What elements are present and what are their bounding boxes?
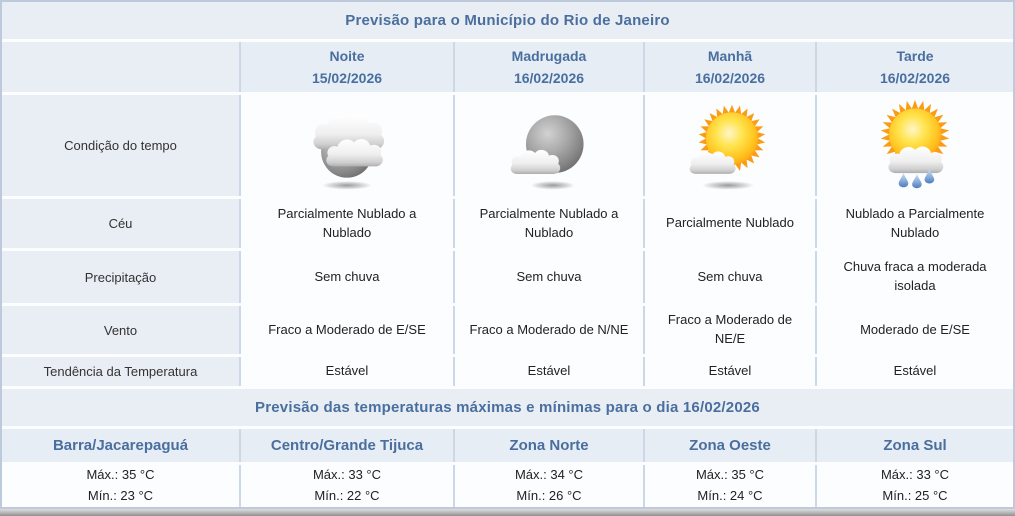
zone-header-centro-grande-tijuca: Centro/Grande Tijuca <box>239 429 453 462</box>
row-label-condition: Condição do tempo <box>2 95 239 196</box>
sky-value: Parcialmente Nublado <box>643 199 815 248</box>
min-temp: Mín.: 24 °C <box>697 488 763 503</box>
wind-row: Vento Fraco a Moderado de E/SE Fraco a M… <box>2 306 1013 354</box>
zone-header-zona-sul: Zona Sul <box>815 429 1013 462</box>
weather-cell-tarde <box>815 95 1013 196</box>
sky-value: Parcialmente Nublado a Nublado <box>453 199 643 248</box>
zone-header-row: Barra/Jacarepaguá Centro/Grande Tijuca Z… <box>2 429 1013 462</box>
period-header-manha: Manhã 16/02/2026 <box>643 42 815 92</box>
zone-temps-zona-oeste: Máx.: 35 °C Mín.: 24 °C <box>643 465 815 507</box>
period-name: Manhã <box>707 48 753 64</box>
max-temp: Máx.: 35 °C <box>695 467 765 483</box>
zone-temps-zona-norte: Máx.: 34 °C Mín.: 26 °C <box>453 465 643 507</box>
zone-header-barra-jacarepagua: Barra/Jacarepaguá <box>2 429 239 462</box>
period-header-row: Noite 15/02/2026 Madrugada 16/02/2026 Ma… <box>2 42 1013 92</box>
max-temp: Máx.: 35 °C <box>86 467 155 483</box>
row-label-precipitation: Precipitação <box>2 251 239 303</box>
forecast-title-row: Previsão para o Município do Rio de Jane… <box>2 2 1013 39</box>
wind-value: Moderado de E/SE <box>815 306 1013 354</box>
moon-cloud-icon <box>510 114 584 190</box>
wind-value: Fraco a Moderado de NE/E <box>643 306 815 354</box>
zone-temps-row: Máx.: 35 °C Mín.: 23 °C Máx.: 33 °C Mín.… <box>2 465 1013 507</box>
zone-header-zona-oeste: Zona Oeste <box>643 429 815 462</box>
period-date: 16/02/2026 <box>879 69 951 86</box>
min-temp: Mín.: 23 °C <box>87 488 154 503</box>
forecast-title: Previsão para o Município do Rio de Jane… <box>2 2 1013 39</box>
max-temp: Máx.: 33 °C <box>312 467 382 483</box>
period-name: Noite <box>329 48 365 64</box>
period-name: Tarde <box>896 48 934 64</box>
trend-value: Estável <box>643 357 815 386</box>
max-temp: Máx.: 34 °C <box>514 467 584 483</box>
max-temp: Máx.: 33 °C <box>880 467 950 483</box>
precipitation-value: Sem chuva <box>643 251 815 303</box>
sky-row: Céu Parcialmente Nublado a Nublado Parci… <box>2 199 1013 248</box>
min-temp: Mín.: 25 °C <box>882 488 948 503</box>
period-date: 16/02/2026 <box>513 69 585 86</box>
trend-value: Estável <box>239 357 453 386</box>
temperature-trend-row: Tendência da Temperatura Estável Estável… <box>2 357 1013 386</box>
wind-value: Fraco a Moderado de N/NE <box>453 306 643 354</box>
weather-cell-noite <box>239 95 453 196</box>
period-header-tarde: Tarde 16/02/2026 <box>815 42 1013 92</box>
bottom-edge-bar <box>0 509 1015 516</box>
precipitation-value: Sem chuva <box>453 251 643 303</box>
sun-cloud-icon <box>689 104 766 190</box>
zone-header-zona-norte: Zona Norte <box>453 429 643 462</box>
moon-clouds-icon <box>313 114 385 190</box>
min-temp: Mín.: 22 °C <box>314 488 380 503</box>
weather-cell-madrugada <box>453 95 643 196</box>
temperatures-title-row: Previsão das temperaturas máximas e míni… <box>2 389 1013 426</box>
sky-value: Parcialmente Nublado a Nublado <box>239 199 453 248</box>
precipitation-value: Chuva fraca a moderada isolada <box>815 251 1013 303</box>
row-label-wind: Vento <box>2 306 239 354</box>
zone-temps-barra-jacarepagua: Máx.: 35 °C Mín.: 23 °C <box>2 465 239 507</box>
temperatures-title: Previsão das temperaturas máximas e míni… <box>2 389 1013 426</box>
sun-cloud-rain-icon <box>880 99 950 188</box>
sky-value: Nublado a Parcialmente Nublado <box>815 199 1013 248</box>
row-label-temperature-trend: Tendência da Temperatura <box>2 357 239 386</box>
min-temp: Mín.: 26 °C <box>516 488 582 503</box>
precipitation-row: Precipitação Sem chuva Sem chuva Sem chu… <box>2 251 1013 303</box>
period-header-noite: Noite 15/02/2026 <box>239 42 453 92</box>
trend-value: Estável <box>453 357 643 386</box>
period-name: Madrugada <box>511 48 587 64</box>
zone-temps-centro-grande-tijuca: Máx.: 33 °C Mín.: 22 °C <box>239 465 453 507</box>
period-date: 15/02/2026 <box>311 69 383 86</box>
period-header-madrugada: Madrugada 16/02/2026 <box>453 42 643 92</box>
row-label-sky: Céu <box>2 199 239 248</box>
corner-empty-cell <box>2 42 239 92</box>
precipitation-value: Sem chuva <box>239 251 453 303</box>
trend-value: Estável <box>815 357 1013 386</box>
zone-temps-zona-sul: Máx.: 33 °C Mín.: 25 °C <box>815 465 1013 507</box>
period-date: 16/02/2026 <box>694 69 766 86</box>
condition-row: Condição do tempo <box>2 95 1013 196</box>
weather-cell-manha <box>643 95 815 196</box>
wind-value: Fraco a Moderado de E/SE <box>239 306 453 354</box>
